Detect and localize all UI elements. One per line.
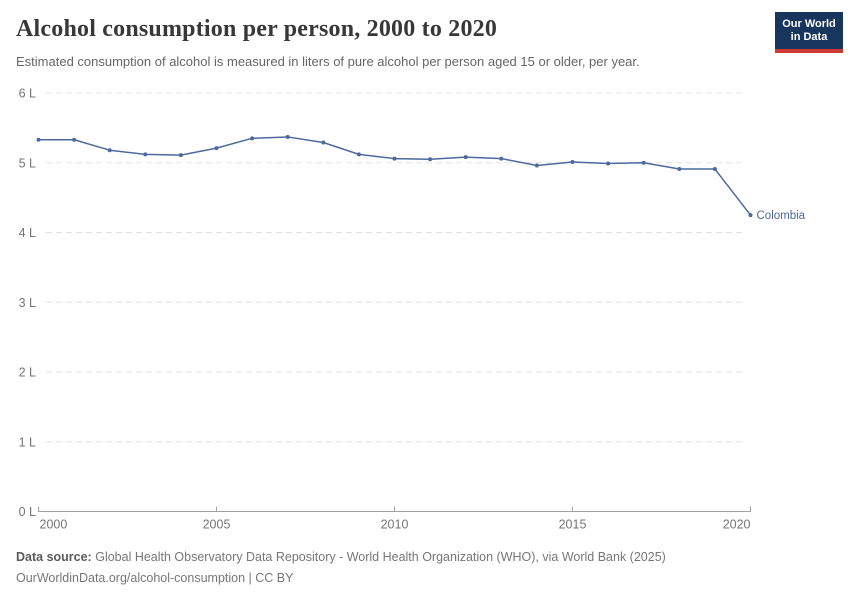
y-tick-label: 3 L: [19, 296, 36, 310]
page-subtitle: Estimated consumption of alcohol is meas…: [16, 54, 640, 69]
y-tick-label: 5 L: [19, 156, 36, 170]
chart-footer: Data source: Global Health Observatory D…: [16, 547, 834, 589]
y-tick-label: 1 L: [19, 435, 36, 449]
x-tick-label: 2000: [40, 518, 68, 532]
data-point[interactable]: [321, 140, 326, 145]
data-point[interactable]: [641, 160, 646, 165]
data-point[interactable]: [677, 167, 682, 172]
data-point[interactable]: [463, 155, 468, 160]
data-point[interactable]: [214, 146, 219, 151]
data-source-line: Data source: Global Health Observatory D…: [16, 547, 834, 568]
data-point[interactable]: [499, 156, 504, 161]
chart-header: Alcohol consumption per person, 2000 to …: [16, 16, 834, 69]
owid-logo-line1: Our World: [782, 17, 836, 30]
x-tick-label: 2005: [203, 518, 231, 532]
data-point[interactable]: [606, 161, 611, 166]
data-point[interactable]: [36, 137, 41, 142]
data-point[interactable]: [107, 148, 112, 153]
x-tick-label: 2020: [723, 518, 751, 532]
page-title: Alcohol consumption per person, 2000 to …: [16, 16, 498, 42]
data-point[interactable]: [178, 153, 183, 158]
data-point[interactable]: [285, 134, 290, 139]
data-point[interactable]: [143, 152, 148, 157]
y-tick-label: 2 L: [19, 366, 36, 380]
data-point[interactable]: [712, 167, 717, 172]
line-chart[interactable]: 0 L 1 L 2 L 3 L 4 L 5 L 6 L 2000 2005 2010 2015 202…: [0, 80, 850, 540]
x-tick-label: 2010: [381, 518, 409, 532]
data-point[interactable]: [428, 157, 433, 162]
data-source-label: Data source:: [16, 550, 92, 564]
data-line[interactable]: [38, 136, 752, 216]
data-point[interactable]: [748, 213, 753, 218]
attribution-line: OurWorldinData.org/alcohol-consumption |…: [16, 571, 294, 585]
owid-logo-line2: in Data: [790, 30, 828, 43]
owid-logo-text: Our World in Data: [775, 12, 843, 49]
x-tick-label: 2015: [559, 518, 587, 532]
series-end-label: Colombia: [757, 210, 806, 222]
data-point[interactable]: [356, 152, 361, 157]
data-source-text: Global Health Observatory Data Repositor…: [95, 550, 666, 564]
data-point[interactable]: [392, 156, 397, 161]
y-tick-label: 6 L: [19, 87, 36, 101]
data-point[interactable]: [72, 137, 77, 142]
data-point[interactable]: [534, 163, 539, 168]
owid-logo-stripe: [775, 49, 843, 53]
y-tick-label: 4 L: [19, 226, 36, 240]
owid-logo[interactable]: Our World in Data: [775, 12, 843, 53]
y-tick-label: 0 L: [19, 505, 36, 519]
data-point[interactable]: [250, 136, 255, 141]
data-point[interactable]: [570, 160, 575, 165]
